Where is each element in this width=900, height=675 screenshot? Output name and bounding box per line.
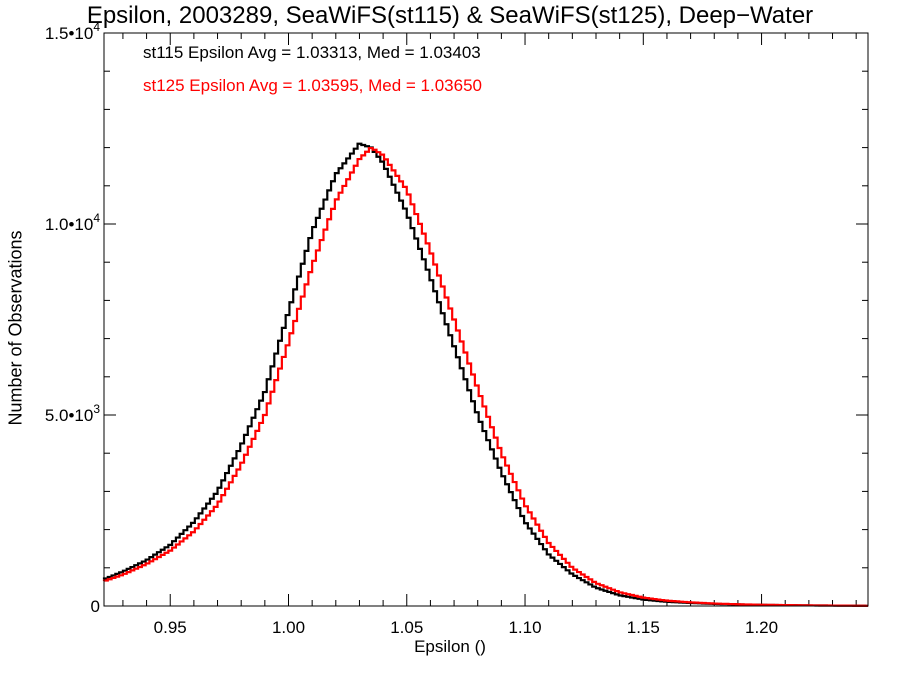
x-tick-label: 1.00 [272,618,305,637]
series-line-st125 [102,146,868,607]
chart-title: Epsilon, 2003289, SeaWiFS(st115) & SeaWi… [86,2,814,29]
x-tick-label: 1.20 [745,618,778,637]
legend-entry-st115: st115 Epsilon Avg = 1.03313, Med = 1.034… [143,43,481,62]
series-line-st115 [102,142,868,607]
series-layer [102,142,868,607]
y-tick-label: 5.0•103 [45,402,101,425]
y-tick-label: 0 [91,597,100,616]
y-axis-ticks: 0 5.0•103 1.0•104 1.5•104 [45,20,868,616]
x-tick-label: 1.05 [390,618,423,637]
x-tick-label: 1.15 [627,618,660,637]
x-tick-label: 1.10 [508,618,541,637]
y-tick-label: 1.5•104 [45,20,101,43]
x-axis-label: Epsilon () [414,637,486,656]
x-tick-label: 0.95 [154,618,187,637]
y-tick-label: 1.0•104 [45,211,101,234]
y-axis-label: Number of Observations [5,230,26,426]
legend-entry-st125: st125 Epsilon Avg = 1.03595, Med = 1.036… [143,76,483,95]
plot-frame [103,32,869,607]
x-axis-ticks: 0.95 1.00 1.05 1.10 1.15 1.20 [122,33,857,637]
